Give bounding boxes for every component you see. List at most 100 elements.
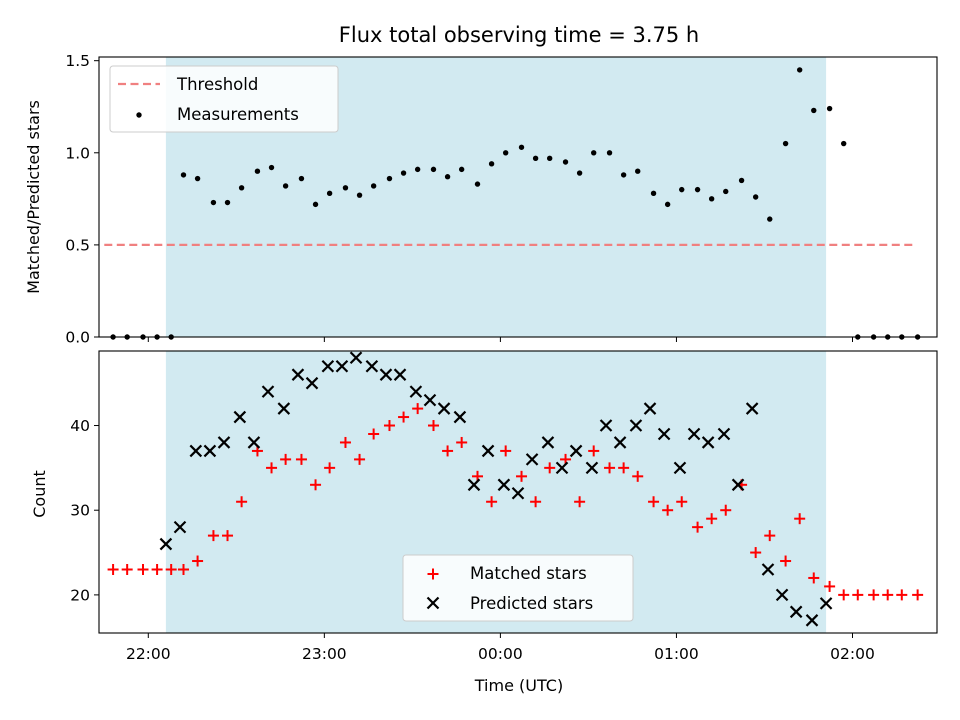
measurement-point <box>400 170 407 176</box>
predicted-star-point <box>349 351 363 365</box>
predicted-star-point <box>203 444 217 458</box>
predicted-star-point <box>569 444 583 458</box>
matched-star-point <box>295 453 307 465</box>
predicted-star-point-b <box>261 385 275 398</box>
matched-star-point <box>604 462 616 474</box>
predicted-star-point <box>497 478 511 492</box>
predicted-star-point <box>159 537 173 551</box>
measurement-point <box>796 67 803 73</box>
predicted-star-point <box>775 588 789 602</box>
predicted-star-point-b <box>599 419 613 432</box>
matched-star-point <box>442 445 454 457</box>
predicted-star-point-b <box>687 427 701 441</box>
matched-star-point <box>588 445 600 457</box>
measurement-point <box>620 172 627 178</box>
predicted-star-point <box>423 393 437 407</box>
predicted-star-point-b <box>247 436 261 449</box>
measurement-point <box>444 174 451 180</box>
predicted-star-point-b <box>305 376 319 390</box>
predicted-star-point <box>657 427 671 441</box>
predicted-star-point <box>291 368 305 381</box>
predicted-star-point-b <box>805 614 819 627</box>
predicted-star-point-b <box>365 359 379 373</box>
matched-star-point <box>207 530 219 542</box>
predicted-star-point-b <box>657 427 671 441</box>
chart-title: Flux total observing time = 3.75 h <box>339 23 699 47</box>
predicted-star-point <box>247 436 261 449</box>
matched-star-point <box>852 589 864 601</box>
predicted-star-point <box>555 461 569 475</box>
matched-star-point <box>151 563 163 575</box>
predicted-star-point-b <box>731 478 745 492</box>
bottom-y-tick-label: 40 <box>70 417 90 435</box>
predicted-star-point-b <box>189 444 203 458</box>
predicted-star-point-b <box>761 563 775 576</box>
measurement-point <box>694 186 701 193</box>
predicted-star-point <box>613 436 627 449</box>
matched-star-point <box>324 462 336 474</box>
top-y-tick-label: 1.0 <box>65 144 90 162</box>
matched-star-point <box>266 462 278 474</box>
x-axis-label: Time (UTC) <box>474 676 563 695</box>
measurement-point <box>723 188 729 195</box>
predicted-star-point-b <box>569 444 583 458</box>
predicted-star-point-b <box>173 520 187 534</box>
matched-star-point <box>427 420 439 432</box>
legend-measurements-swatch <box>136 112 142 118</box>
predicted-star-point-b <box>511 486 525 500</box>
predicted-star-point <box>789 605 803 619</box>
measurement-point <box>532 155 539 162</box>
predicted-star-point <box>599 419 613 432</box>
measurement-point <box>606 150 613 156</box>
matched-star-point <box>838 589 850 601</box>
predicted-star-point-b <box>335 359 349 373</box>
matched-star-point <box>107 563 119 575</box>
predicted-star-point <box>261 385 275 398</box>
measurement-point <box>752 194 759 200</box>
measurement-point <box>562 159 569 165</box>
predicted-star-point <box>819 597 833 610</box>
matched-star-point <box>310 479 322 491</box>
measurement-point <box>708 196 715 202</box>
predicted-star-point-b <box>819 597 833 610</box>
predicted-star-point-b <box>555 461 569 475</box>
measurement-point <box>518 144 525 150</box>
legend-matched-swatch <box>427 568 439 580</box>
legend-predicted-label: Predicted stars <box>470 594 593 613</box>
matched-star-point <box>412 403 424 415</box>
predicted-star-point-b <box>321 359 335 373</box>
x-tick-label: 23:00 <box>302 645 347 663</box>
predicted-star-point-b <box>217 436 231 449</box>
measurement-point <box>664 201 671 208</box>
predicted-star-point <box>805 614 819 627</box>
measurement-point <box>370 183 377 189</box>
measurement-point <box>254 168 261 174</box>
top-plot-frame <box>98 56 938 338</box>
predicted-star-point-b <box>409 385 423 398</box>
measurement-point <box>194 175 201 182</box>
matched-star-point <box>764 530 776 542</box>
predicted-star-point <box>761 563 775 576</box>
predicted-star-point-b <box>643 402 657 415</box>
measurement-point <box>268 164 275 171</box>
bottom-panel: 20 30 40 22:00 23:00 00:00 01:00 02:00 Matched s… <box>70 350 938 663</box>
predicted-star-point <box>467 478 481 492</box>
measurement-point <box>326 190 333 197</box>
predicted-star-point-b <box>673 461 687 475</box>
predicted-star-point <box>453 410 467 424</box>
predicted-star-point <box>335 359 349 373</box>
measurement-point <box>224 199 231 206</box>
bottom-plot-frame <box>98 350 938 634</box>
measurement-point <box>458 166 465 173</box>
predicted-star-point <box>305 376 319 390</box>
matched-star-point <box>780 555 792 567</box>
predicted-star-point <box>173 520 187 534</box>
predicted-star-point <box>217 436 231 449</box>
measurement-point <box>210 199 217 206</box>
predicted-star-point <box>365 359 379 373</box>
legend-predicted-swatch-b <box>426 596 440 610</box>
matched-star-point <box>706 513 718 525</box>
top-y-tick-label: 0.0 <box>65 329 90 347</box>
measurement-point <box>282 183 289 189</box>
